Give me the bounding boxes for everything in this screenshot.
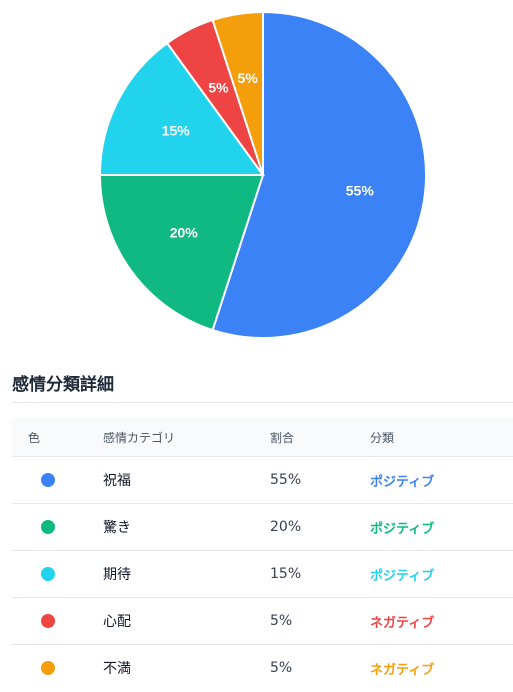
row-ratio: 20% — [270, 519, 302, 535]
row-category: 期待 — [103, 567, 131, 583]
table-row: 心配 5% ネガティブ — [12, 598, 513, 645]
header-category: 感情カテゴリ — [103, 430, 176, 445]
color-dot — [41, 614, 55, 628]
color-dot — [41, 567, 55, 581]
row-category: 祝福 — [103, 473, 131, 489]
header-color: 色 — [28, 430, 41, 445]
header-ratio: 割合 — [270, 430, 295, 445]
color-dot — [41, 520, 55, 534]
row-classification: ポジティブ — [370, 568, 435, 584]
row-classification: ポジティブ — [370, 521, 435, 537]
row-category: 驚き — [103, 520, 131, 536]
pie-slice — [211, 10, 264, 176]
row-classification: ポジティブ — [370, 474, 435, 490]
slice-label: 20% — [170, 225, 199, 241]
table-row: 期待 15% ポジティブ — [12, 551, 513, 598]
slice-label: 5% — [238, 70, 259, 86]
emotion-table: 色 感情カテゴリ 割合 分類 祝福 55% ポジティブ 驚き 20% ポジティブ… — [12, 418, 513, 691]
pie-slice — [98, 174, 265, 332]
row-ratio: 5% — [270, 660, 293, 676]
color-dot — [41, 661, 55, 675]
row-ratio: 55% — [270, 472, 302, 488]
title-divider — [12, 402, 513, 403]
table-row: 不満 5% ネガティブ — [12, 645, 513, 691]
slice-label: 15% — [162, 123, 191, 139]
pie-slice — [98, 41, 265, 176]
slice-label: 55% — [346, 182, 375, 198]
row-category: 不満 — [103, 661, 131, 677]
emotion-pie-chart: 55% 20% 15% 5% 5% — [0, 0, 513, 345]
row-category: 心配 — [103, 614, 131, 630]
row-classification: ネガティブ — [370, 662, 435, 678]
row-classification: ネガティブ — [370, 615, 435, 631]
row-ratio: 5% — [270, 613, 293, 629]
table-header: 色 感情カテゴリ 割合 分類 — [12, 418, 513, 457]
pie-slice — [211, 10, 427, 339]
row-ratio: 15% — [270, 566, 302, 582]
header-classification: 分類 — [370, 430, 395, 445]
table-row: 驚き 20% ポジティブ — [12, 504, 513, 551]
section-title: 感情分類詳細 — [12, 375, 114, 395]
pie-svg: 55% 20% 15% 5% 5% — [98, 10, 427, 339]
table-row: 祝福 55% ポジティブ — [12, 457, 513, 504]
color-dot — [41, 473, 55, 487]
slice-label: 5% — [208, 80, 229, 96]
